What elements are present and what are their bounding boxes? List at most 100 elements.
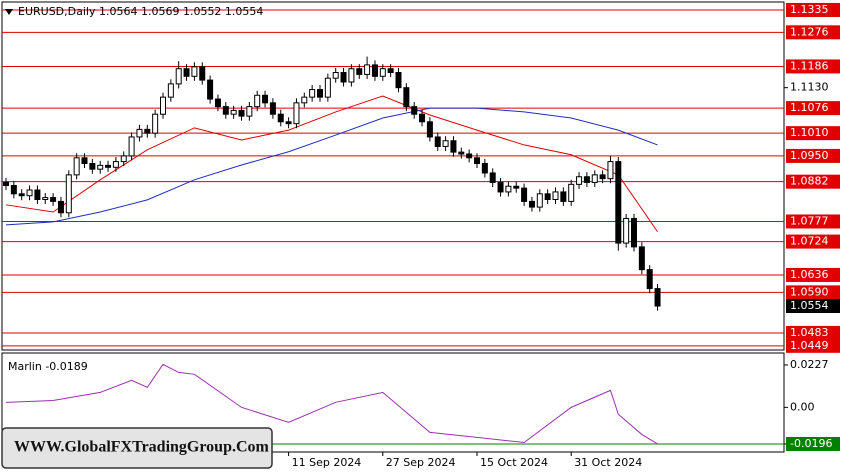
level-label-box (786, 25, 840, 40)
level-label-box (786, 126, 840, 141)
candle-body (136, 128, 143, 138)
candle-body (481, 162, 488, 174)
candle-body (340, 72, 347, 83)
candle-body (387, 68, 394, 74)
candle-body (364, 64, 371, 75)
candle-body (285, 121, 292, 125)
x-tick-label: 11 Sep 2024 (292, 456, 362, 469)
candle-body (42, 197, 49, 201)
candle-body (395, 72, 402, 89)
candle-body (371, 64, 378, 77)
candle-body (332, 72, 339, 79)
level-label: 1.1010 (790, 126, 829, 139)
level-label: 1.1186 (790, 59, 829, 72)
candle-body (536, 193, 543, 208)
candle-body (646, 269, 653, 290)
candle-body (544, 193, 551, 201)
candle-body (97, 164, 104, 170)
candle-body (607, 161, 614, 180)
candle-body (120, 155, 127, 163)
indicator-line (5, 107, 658, 226)
level-label-box (786, 436, 840, 451)
candle-body (26, 189, 33, 197)
candle-body (324, 77, 331, 98)
level-label-box (786, 285, 840, 300)
indicator-panel (1, 352, 785, 453)
current-price-label: 1.0554 (790, 299, 829, 312)
candle-body (591, 174, 598, 183)
level-label-box (786, 214, 840, 229)
candle-body (599, 174, 606, 180)
candle-body (112, 161, 119, 168)
candle-body (144, 128, 151, 134)
indicator-title: Marlin -0.0189 (8, 360, 88, 373)
level-label-box (786, 234, 840, 249)
plot-layer: 1.1130 1.1335 1.1276 1.1186 1.1076 1.1010 1.09… (2, 3, 840, 469)
candle-body (348, 68, 355, 83)
candle-body (552, 191, 559, 201)
candle-body (50, 197, 57, 202)
candle-body (466, 153, 473, 159)
y-tick-label: 0.0227 (790, 358, 829, 371)
candle-body (403, 87, 410, 108)
level-label: 1.0449 (790, 339, 829, 352)
level-label-box (786, 338, 840, 353)
level-label-box (786, 267, 840, 282)
candle-body (442, 140, 449, 147)
candle-body (379, 68, 386, 77)
candle-body (222, 106, 229, 115)
watermark-box (1, 427, 273, 469)
candle-body (521, 187, 528, 202)
candle-body (73, 157, 80, 176)
level-label: 1.1335 (790, 3, 829, 16)
candle-body (65, 174, 72, 214)
menu-arrow (5, 9, 13, 15)
level-label: 1.0590 (790, 285, 829, 298)
candle-body (34, 189, 41, 201)
candle-body (615, 161, 622, 244)
x-tick-label: 15 Oct 2024 (480, 456, 548, 469)
candle-body (57, 200, 64, 214)
candle-body (583, 176, 590, 183)
candle-body (183, 68, 190, 77)
candle-body (450, 140, 457, 153)
candle-body (528, 200, 535, 208)
x-tick-label: 31 Oct 2024 (574, 456, 642, 469)
level-label: 1.0950 (790, 149, 829, 162)
y-tick-label: 0.00 (790, 400, 815, 413)
level-label-box (786, 59, 840, 74)
level-label-box (786, 148, 840, 163)
main-panel (1, 1, 785, 351)
candle-body (254, 94, 261, 108)
candle-body (175, 68, 182, 85)
level-label: 1.0777 (790, 214, 829, 227)
candle-body (623, 217, 630, 244)
candle-body (513, 185, 520, 189)
candle-body (167, 83, 174, 98)
candle-body (631, 217, 637, 248)
candle-body (497, 181, 504, 193)
level-label: 1.0483 (790, 326, 829, 339)
level-label-box (786, 101, 840, 116)
candle-body (560, 191, 567, 202)
candle-body (576, 176, 583, 185)
candle-body (411, 106, 418, 115)
candle-body (293, 102, 300, 125)
candle-body (489, 172, 496, 183)
level-label: 1.0724 (790, 235, 829, 248)
candle-body (230, 109, 237, 115)
candle-body (317, 89, 323, 98)
level-label-box (786, 2, 840, 17)
candle-body (246, 106, 253, 117)
candle-body (505, 185, 512, 193)
candle-body (568, 183, 575, 202)
chart-title: EURUSD,Daily 1.0564 1.0569 1.0552 1.0554 (18, 5, 263, 18)
candle-body (160, 96, 166, 115)
candle-body (152, 113, 159, 134)
candle-body (105, 164, 112, 168)
candle-body (128, 136, 135, 157)
candle-body (18, 193, 25, 197)
candle-body (262, 94, 269, 104)
level-label: 1.1276 (790, 25, 829, 38)
